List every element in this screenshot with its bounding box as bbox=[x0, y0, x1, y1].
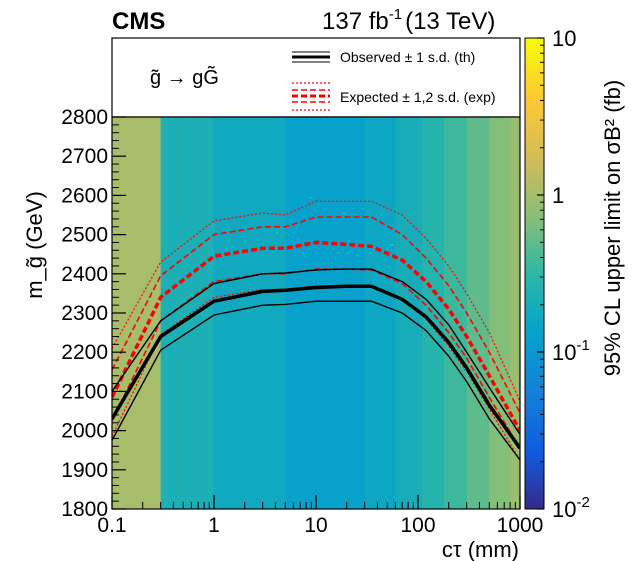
y-tick-label: 2500 bbox=[61, 224, 108, 247]
y-axis-title: m_g̃ (GeV) bbox=[22, 191, 47, 299]
heatmap-cell bbox=[510, 117, 520, 509]
y-tick-label: 2100 bbox=[61, 380, 108, 403]
y-tick-label: 2300 bbox=[61, 302, 108, 325]
colorbar-tick-exponent: -1 bbox=[576, 337, 589, 354]
colorbar-tick-base: 10 bbox=[552, 26, 576, 51]
colorbar-title: 95% CL upper limit on σB² (fb) bbox=[600, 80, 625, 376]
colorbar bbox=[524, 37, 545, 510]
heatmap-cells bbox=[112, 117, 520, 509]
curve-expected-2sd bbox=[112, 200, 520, 402]
curve-expected-central bbox=[112, 240, 520, 432]
heatmap-cell bbox=[160, 117, 215, 509]
y-axis-ticks: 1800 1900 2000 2100 2200 2300 2400 2500 2600 2700… bbox=[61, 106, 126, 521]
colorbar-tick-base: 10 bbox=[552, 497, 576, 522]
legend-observed: Observed ± 1 s.d. (th) bbox=[292, 49, 475, 65]
x-tick-label: 0.1 bbox=[97, 514, 126, 537]
x-axis-title: cτ (mm) bbox=[442, 537, 519, 561]
curve-observed-band bbox=[112, 268, 520, 435]
y-tick-label: 2700 bbox=[61, 145, 108, 168]
y-tick-label: 1800 bbox=[61, 498, 108, 521]
curve-observed-central bbox=[112, 284, 520, 450]
curve-expected-1sd bbox=[112, 268, 520, 449]
lumi-value: 137 fb bbox=[322, 8, 389, 35]
y-tick-label: 2400 bbox=[61, 263, 108, 286]
x-tick-label: 10 bbox=[304, 514, 327, 537]
heatmap-cell bbox=[444, 117, 468, 509]
colorbar-tick-label: 10 bbox=[552, 26, 576, 51]
colorbar-tick-label: 10-1 bbox=[552, 337, 590, 365]
colorbar-tick-label: 1 bbox=[552, 183, 564, 208]
curve-observed-band bbox=[112, 300, 520, 461]
experiment-label: CMS bbox=[112, 8, 165, 35]
x-axis-ticks: 0.1 1 10 100 1000 bbox=[97, 495, 543, 537]
heatmap-cell bbox=[285, 117, 366, 509]
legend-expected: Expected ± 1,2 s.d. (exp) bbox=[292, 82, 496, 111]
y-tick-label: 2000 bbox=[61, 420, 108, 443]
colorbar-tick-base: 1 bbox=[552, 183, 564, 208]
colorbar-tick-label: 10-2 bbox=[552, 494, 590, 522]
energy-value: (13 TeV) bbox=[405, 8, 495, 35]
x-tick-label: 1000 bbox=[497, 514, 544, 537]
process-label: g̃ → gG̃ bbox=[150, 66, 219, 89]
colorbar-tick-base: 10 bbox=[552, 340, 576, 365]
y-tick-label: 2600 bbox=[61, 184, 108, 207]
heatmap-cell bbox=[489, 117, 511, 509]
luminosity-label: 137 fb-1 (13 TeV) bbox=[322, 6, 495, 35]
limit-curves bbox=[112, 200, 520, 461]
legend-box bbox=[111, 37, 521, 118]
colorbar-tick-exponent: -2 bbox=[576, 494, 589, 511]
lumi-exponent: -1 bbox=[389, 6, 402, 23]
legend-observed-label: Observed ± 1 s.d. (th) bbox=[340, 49, 475, 65]
x-tick-label: 100 bbox=[400, 514, 435, 537]
curve-expected-1sd bbox=[112, 216, 520, 414]
heatmap-cell bbox=[422, 117, 445, 509]
legend-expected-label: Expected ± 1,2 s.d. (exp) bbox=[340, 89, 496, 105]
x-tick-label: 1 bbox=[208, 514, 220, 537]
heatmap-cell bbox=[364, 117, 396, 509]
y-tick-label: 2800 bbox=[61, 106, 108, 129]
y-tick-label: 2200 bbox=[61, 341, 108, 364]
y-tick-label: 1900 bbox=[61, 459, 108, 482]
